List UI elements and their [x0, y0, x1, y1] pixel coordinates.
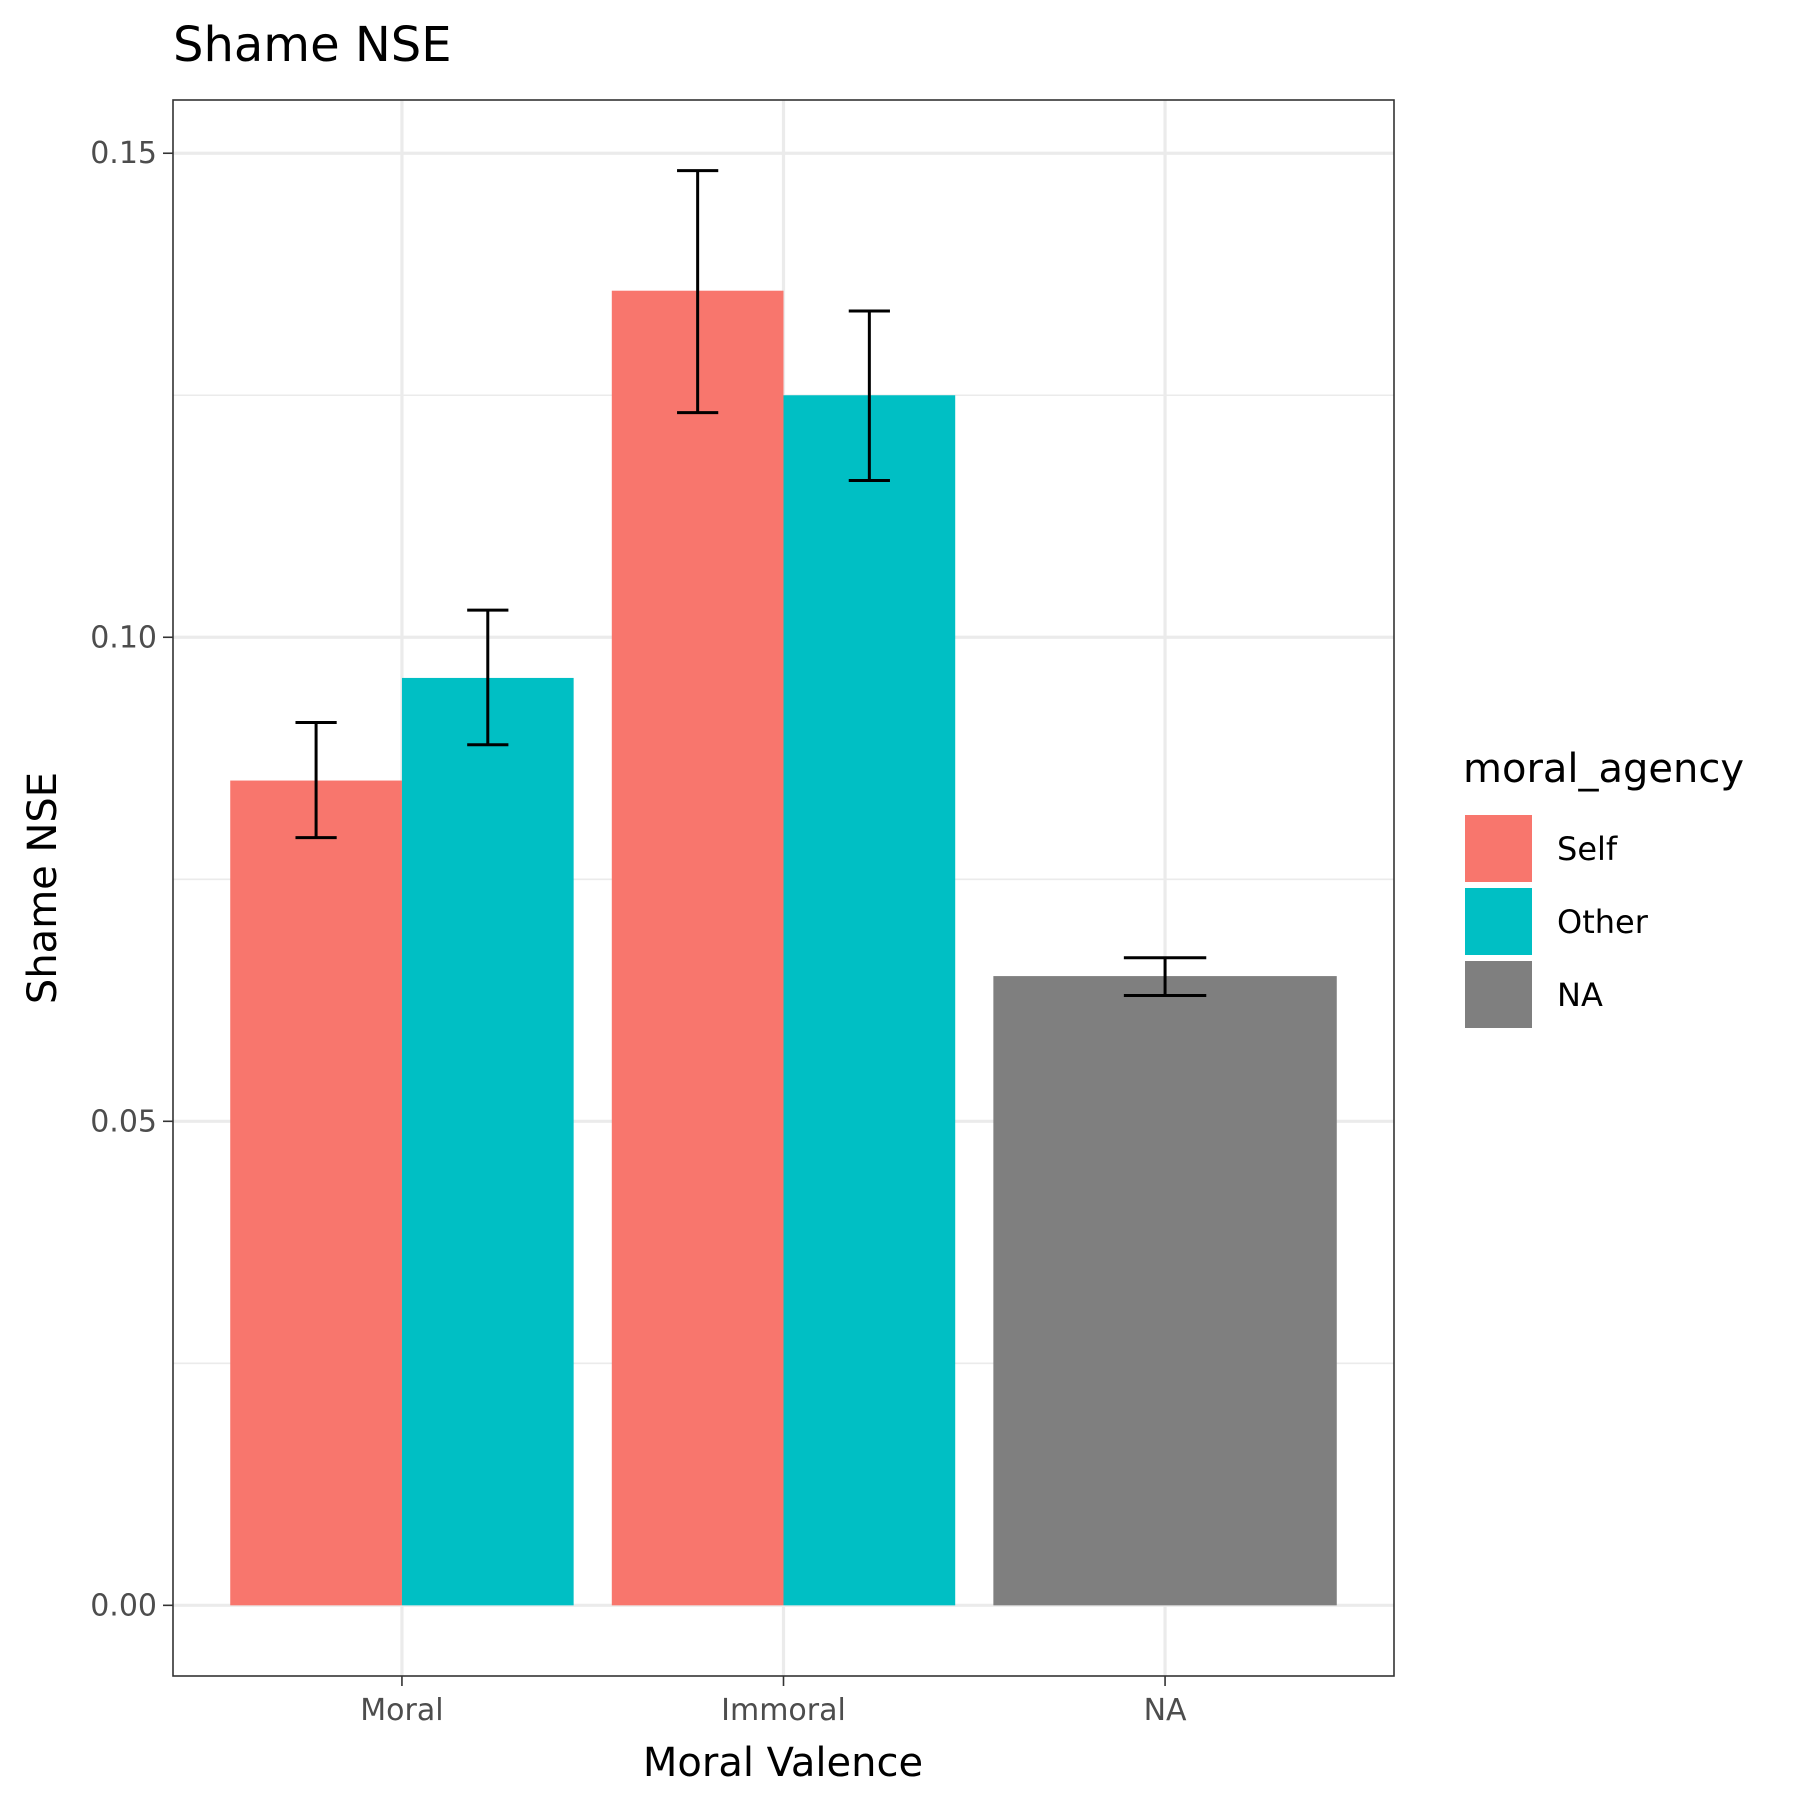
- y-axis-title: Shame NSE: [20, 772, 66, 1004]
- chart-title: Shame NSE: [173, 17, 452, 73]
- x-tick-label: Immoral: [721, 1693, 846, 1728]
- x-tick-label: NA: [1144, 1693, 1187, 1728]
- legend-key: [1465, 961, 1532, 1028]
- legend-items: Self Other NA: [1465, 815, 1649, 1028]
- legend: moral_agency Self Other NA: [1463, 746, 1744, 1028]
- legend-key: [1465, 888, 1532, 955]
- legend-label: Self: [1557, 830, 1618, 868]
- legend-label: NA: [1557, 976, 1603, 1014]
- x-axis-title: Moral Valence: [643, 1740, 923, 1786]
- bar: [993, 976, 1337, 1606]
- y-tick-label: 0.15: [90, 136, 157, 171]
- y-tick-label: 0.05: [90, 1104, 157, 1139]
- bars: [230, 290, 1337, 1606]
- bar: [783, 395, 956, 1606]
- y-tick-label: 0.00: [90, 1588, 157, 1623]
- x-tick-label: Moral: [360, 1693, 443, 1728]
- legend-title: moral_agency: [1463, 746, 1744, 792]
- error-bars: [295, 169, 1207, 997]
- legend-label: Other: [1557, 903, 1649, 941]
- legend-key: [1465, 815, 1532, 882]
- axes: 0.00 0.05 0.10 0.15 Moral Immoral NA: [90, 136, 1187, 1728]
- bar: [611, 290, 784, 1606]
- bar: [230, 780, 402, 1606]
- y-tick-label: 0.10: [90, 620, 157, 655]
- bar: [401, 677, 574, 1606]
